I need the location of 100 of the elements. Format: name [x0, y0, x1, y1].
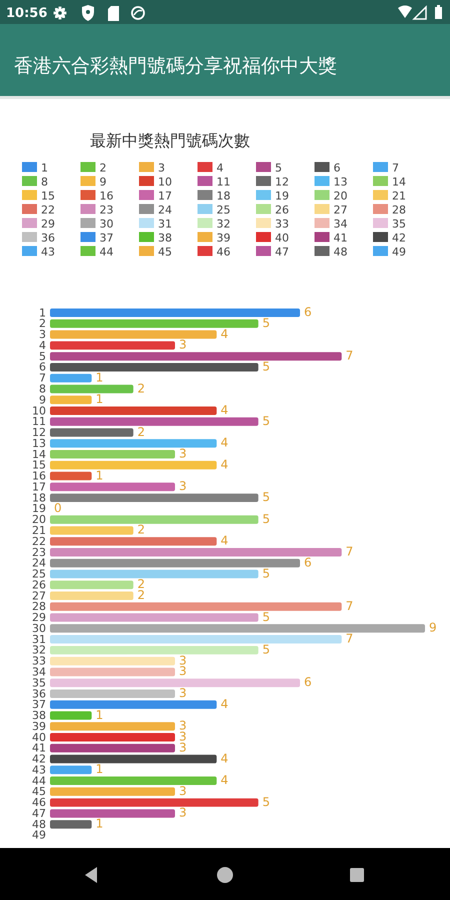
legend-label: 17: [158, 190, 172, 202]
legend-label: 47: [275, 246, 289, 258]
y-tick-label: 19: [32, 502, 46, 516]
legend-label: 10: [158, 176, 172, 188]
y-tick-label: 5: [39, 350, 46, 363]
data-label: 3: [179, 338, 187, 352]
y-tick-label: 3: [39, 328, 46, 342]
legend-label: 49: [392, 246, 406, 258]
data-label: 3: [179, 446, 187, 461]
y-tick-label: 39: [32, 720, 46, 733]
legend-label: 40: [275, 232, 289, 244]
y-tick-label: 26: [32, 578, 46, 592]
y-tick-label: 37: [32, 698, 46, 712]
y-tick-label: 23: [32, 546, 46, 559]
legend-label: 46: [216, 246, 230, 258]
data-label: 5: [262, 610, 270, 624]
data-label: 7: [346, 348, 354, 363]
y-tick-label: 11: [32, 415, 46, 428]
data-label: 5: [262, 794, 270, 809]
data-label: 7: [346, 544, 354, 559]
legend-label: 30: [100, 218, 114, 230]
legend-label: 18: [216, 190, 230, 202]
y-tick-label: 12: [32, 426, 46, 440]
y-tick-label: 25: [32, 568, 46, 581]
legend-label: 33: [275, 218, 289, 230]
legend-label: 19: [275, 190, 289, 202]
data-label: 3: [179, 784, 187, 798]
legend-label: 31: [158, 218, 172, 230]
legend-label: 26: [275, 204, 289, 216]
legend-label: 4: [216, 162, 224, 174]
legend-label: 35: [392, 218, 406, 230]
data-label: 9: [429, 620, 437, 635]
y-tick-label: 9: [39, 393, 46, 406]
y-tick-label: 31: [32, 632, 46, 646]
legend-label: 13: [334, 176, 348, 188]
legend-label: 23: [100, 204, 114, 216]
legend-label: 44: [100, 246, 114, 258]
y-tick-label: 8: [39, 382, 46, 396]
data-label: 2: [137, 381, 145, 396]
legend-label: 42: [392, 232, 406, 244]
legend-label: 37: [100, 232, 114, 244]
text: 香港六合彩熱門號碼分享祝福你中大獎: [14, 55, 337, 77]
y-tick-label: 22: [32, 534, 46, 548]
y-tick-label: 13: [32, 436, 46, 450]
legend-label: 34: [334, 218, 348, 230]
data-label: 3: [179, 806, 187, 820]
y-tick-label: 15: [32, 458, 46, 472]
legend-label: 38: [158, 232, 172, 244]
legend-label: 2: [100, 162, 106, 174]
legend-label: 14: [392, 176, 406, 188]
data-label: 0: [54, 500, 62, 515]
data-label: 5: [262, 414, 270, 428]
data-label: 2: [137, 424, 145, 439]
y-tick-label: 7: [39, 372, 46, 385]
data-label: 5: [262, 359, 270, 374]
y-tick-label: 35: [32, 676, 46, 690]
y-tick-label: 45: [32, 785, 46, 798]
data-label: 5: [262, 512, 270, 526]
data-label: 7: [346, 632, 354, 646]
data-label: 4: [220, 696, 228, 711]
y-tick-label: 43: [32, 763, 46, 776]
data-label: 4: [220, 534, 228, 548]
y-tick-label: 32: [32, 644, 46, 657]
legend-label: 41: [334, 232, 348, 244]
data-label: 5: [262, 316, 270, 330]
data-label: 4: [220, 326, 228, 341]
legend-label: 5: [275, 162, 282, 174]
y-tick-label: 40: [32, 730, 46, 744]
y-tick-label: 48: [32, 818, 46, 831]
data-label: 4: [220, 436, 228, 450]
y-tick-label: 4: [39, 338, 46, 352]
y-tick-label: 49: [32, 828, 46, 842]
data-label: 6: [304, 675, 312, 690]
y-tick-label: 44: [32, 774, 46, 788]
y-tick-label: 33: [32, 654, 46, 668]
data-label: 5: [262, 566, 270, 580]
y-tick-label: 28: [32, 600, 46, 614]
y-tick-label: 1: [39, 306, 46, 320]
legend-label: 27: [334, 204, 348, 216]
data-label: 1: [96, 468, 104, 482]
legend-label: 20: [334, 190, 348, 202]
legend-label: 32: [216, 218, 230, 230]
data-label: 1: [96, 392, 104, 406]
y-tick-label: 10: [32, 404, 46, 418]
y-tick-label: 30: [32, 622, 46, 635]
y-tick-label: 41: [32, 742, 46, 755]
chart-title: 最新中獎熱門號碼次數: [90, 131, 250, 150]
y-tick-label: 24: [32, 556, 46, 570]
y-tick-label: 47: [32, 806, 46, 820]
data-label: 5: [262, 490, 270, 504]
legend-label: 7: [392, 162, 399, 174]
y-tick-label: 21: [32, 524, 46, 537]
data-label: 1: [96, 370, 104, 384]
legend-label: 16: [100, 190, 114, 202]
legend-label: 6: [334, 162, 340, 174]
legend-label: 48: [334, 246, 348, 258]
data-label: 1: [96, 708, 104, 722]
legend-label: 45: [158, 246, 172, 258]
y-tick-label: 17: [32, 480, 46, 494]
data-label: 3: [179, 479, 187, 494]
